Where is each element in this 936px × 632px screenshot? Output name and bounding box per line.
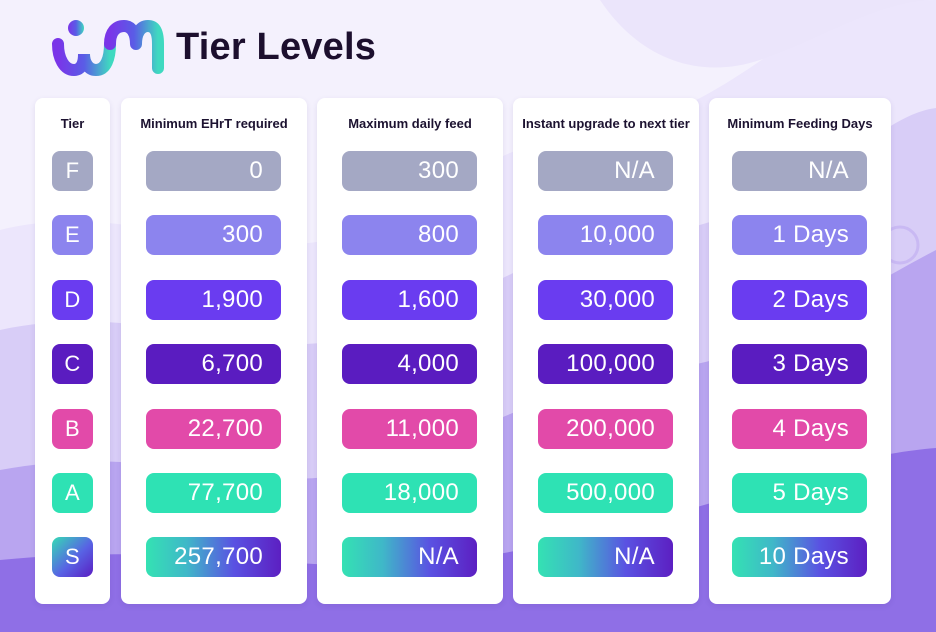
- min-ehrt-column: Minimum EHrT required 0 300 1,900 6,700 …: [121, 98, 307, 604]
- max-daily-feed-cell: 18,000: [342, 473, 477, 513]
- tier-badge-s: S: [52, 537, 93, 577]
- max-daily-feed-cell: 11,000: [342, 409, 477, 449]
- min-feeding-days-cell: 4 Days: [732, 409, 867, 449]
- min-ehrt-cell: 257,700: [146, 537, 281, 577]
- tier-badge-b: B: [52, 409, 93, 449]
- max-daily-feed-cell: 1,600: [342, 280, 477, 320]
- min-ehrt-cell: 77,700: [146, 473, 281, 513]
- page-title: Tier Levels: [176, 25, 377, 68]
- instant-upgrade-cell: N/A: [538, 537, 673, 577]
- column-header-tier: Tier: [60, 116, 85, 131]
- min-feeding-days-cell: 2 Days: [732, 280, 867, 320]
- min-feeding-days-cell: N/A: [732, 151, 867, 191]
- min-ehrt-cell: 6,700: [146, 344, 281, 384]
- im-logo-icon: [52, 20, 164, 77]
- min-ehrt-cell: 22,700: [146, 409, 281, 449]
- instant-upgrade-cell: 100,000: [538, 344, 673, 384]
- min-ehrt-cell: 0: [146, 151, 281, 191]
- column-header-instant-upgrade: Instant upgrade to next tier: [522, 116, 690, 131]
- tier-badge-c: C: [52, 344, 93, 384]
- max-daily-feed-column: Maximum daily feed 300 800 1,600 4,000 1…: [317, 98, 503, 604]
- tier-column: Tier F E D C B A S: [35, 98, 110, 604]
- tier-badge-e: E: [52, 215, 93, 255]
- tier-badge-f: F: [52, 151, 93, 191]
- column-header-min-feeding-days: Minimum Feeding Days: [727, 116, 873, 131]
- max-daily-feed-cell: 4,000: [342, 344, 477, 384]
- instant-upgrade-cell: N/A: [538, 151, 673, 191]
- min-feeding-days-cell: 10 Days: [732, 537, 867, 577]
- instant-upgrade-cell: 200,000: [538, 409, 673, 449]
- min-ehrt-cell: 1,900: [146, 280, 281, 320]
- column-header-min-ehrt: Minimum EHrT required: [140, 116, 288, 131]
- max-daily-feed-cell: 800: [342, 215, 477, 255]
- min-feeding-days-cell: 3 Days: [732, 344, 867, 384]
- column-header-max-daily-feed: Maximum daily feed: [348, 116, 472, 131]
- min-feeding-days-cell: 5 Days: [732, 473, 867, 513]
- min-feeding-days-column: Minimum Feeding Days N/A 1 Days 2 Days 3…: [709, 98, 891, 604]
- max-daily-feed-cell: N/A: [342, 537, 477, 577]
- instant-upgrade-column: Instant upgrade to next tier N/A 10,000 …: [513, 98, 699, 604]
- instant-upgrade-cell: 30,000: [538, 280, 673, 320]
- tier-badge-d: D: [52, 280, 93, 320]
- tier-badge-a: A: [52, 473, 93, 513]
- min-ehrt-cell: 300: [146, 215, 281, 255]
- min-feeding-days-cell: 1 Days: [732, 215, 867, 255]
- instant-upgrade-cell: 500,000: [538, 473, 673, 513]
- page-header: Tier Levels: [48, 14, 376, 80]
- instant-upgrade-cell: 10,000: [538, 215, 673, 255]
- max-daily-feed-cell: 300: [342, 151, 477, 191]
